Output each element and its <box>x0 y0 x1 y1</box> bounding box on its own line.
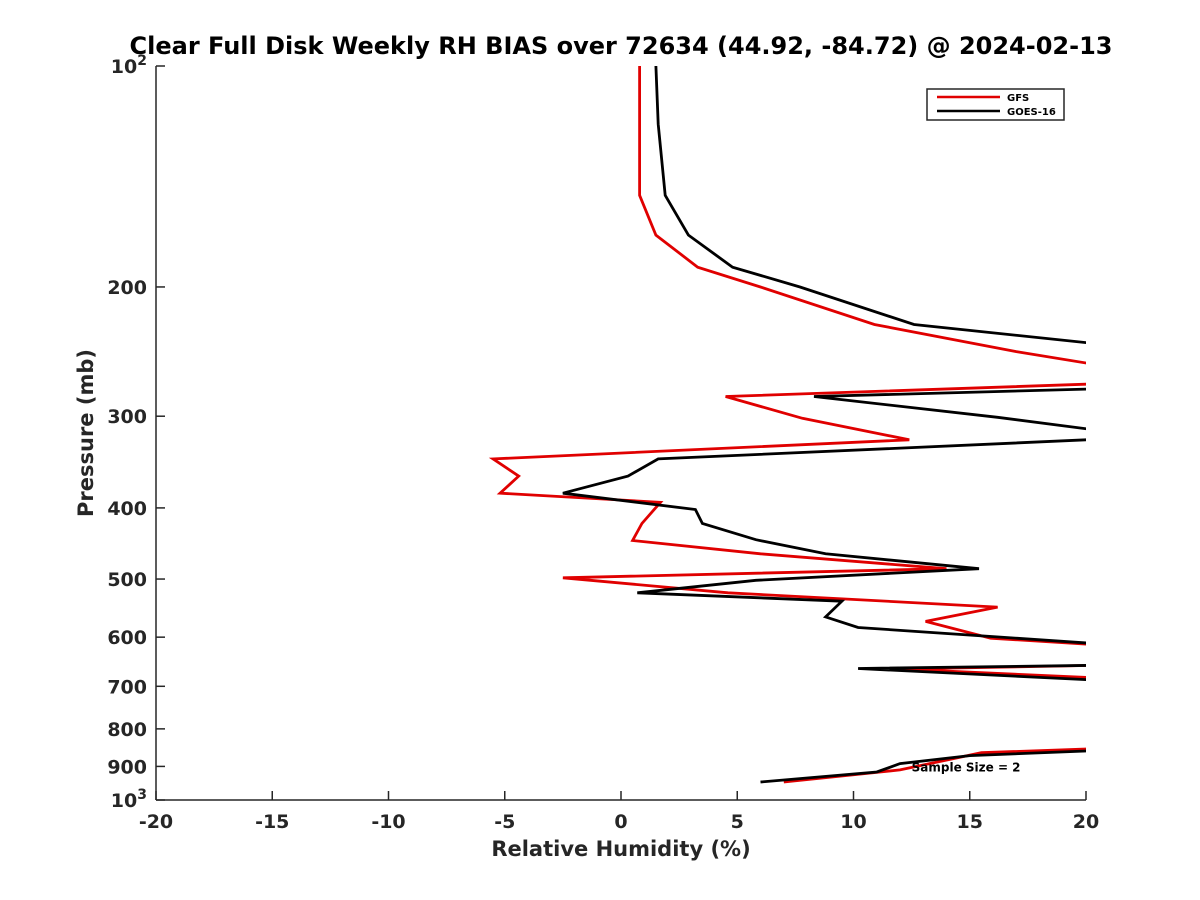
x-tick-label: -20 <box>139 811 173 833</box>
y-tick-label: 200 <box>107 277 147 299</box>
y-tick-label: 900 <box>107 756 147 778</box>
x-tick-label: -10 <box>371 811 405 833</box>
x-tick-label: 5 <box>731 811 744 833</box>
chart-title: Clear Full Disk Weekly RH BIAS over 7263… <box>130 32 1113 60</box>
legend-label-gfs: GFS <box>1007 93 1029 104</box>
series-layer <box>488 66 1086 784</box>
y-tick-label: 300 <box>107 406 147 428</box>
y-tick-label: 500 <box>107 569 147 591</box>
y-tick-label: 400 <box>107 498 147 520</box>
y-tick-label: 800 <box>107 719 147 741</box>
sample-size-annotation: Sample Size = 2 <box>912 760 1021 774</box>
x-tick-label: 10 <box>840 811 866 833</box>
x-axis-label: Relative Humidity (%) <box>491 837 750 861</box>
y-tick-label: 700 <box>107 676 147 698</box>
y-tick-label: 102 <box>111 53 147 78</box>
y-tick-label: 103 <box>111 787 147 812</box>
legend: GFS GOES-16 <box>926 88 1065 121</box>
y-axis-label: Pressure (mb) <box>74 349 98 517</box>
legend-label-goes16: GOES-16 <box>1007 107 1056 118</box>
axis-layer: -20 -15 -10 -5 0 5 10 15 20 102 200 300 400 500 600 700… <box>107 53 1099 833</box>
x-tick-label: -5 <box>494 811 515 833</box>
x-tick-label: 0 <box>614 811 627 833</box>
series-line-goes16 <box>562 66 1086 784</box>
x-tick-label: 20 <box>1073 811 1099 833</box>
legend-box <box>926 88 1065 121</box>
x-tick-label: 15 <box>957 811 983 833</box>
plot-area <box>156 66 1086 800</box>
x-tick-label: -15 <box>255 811 289 833</box>
y-tick-label: 600 <box>107 627 147 649</box>
